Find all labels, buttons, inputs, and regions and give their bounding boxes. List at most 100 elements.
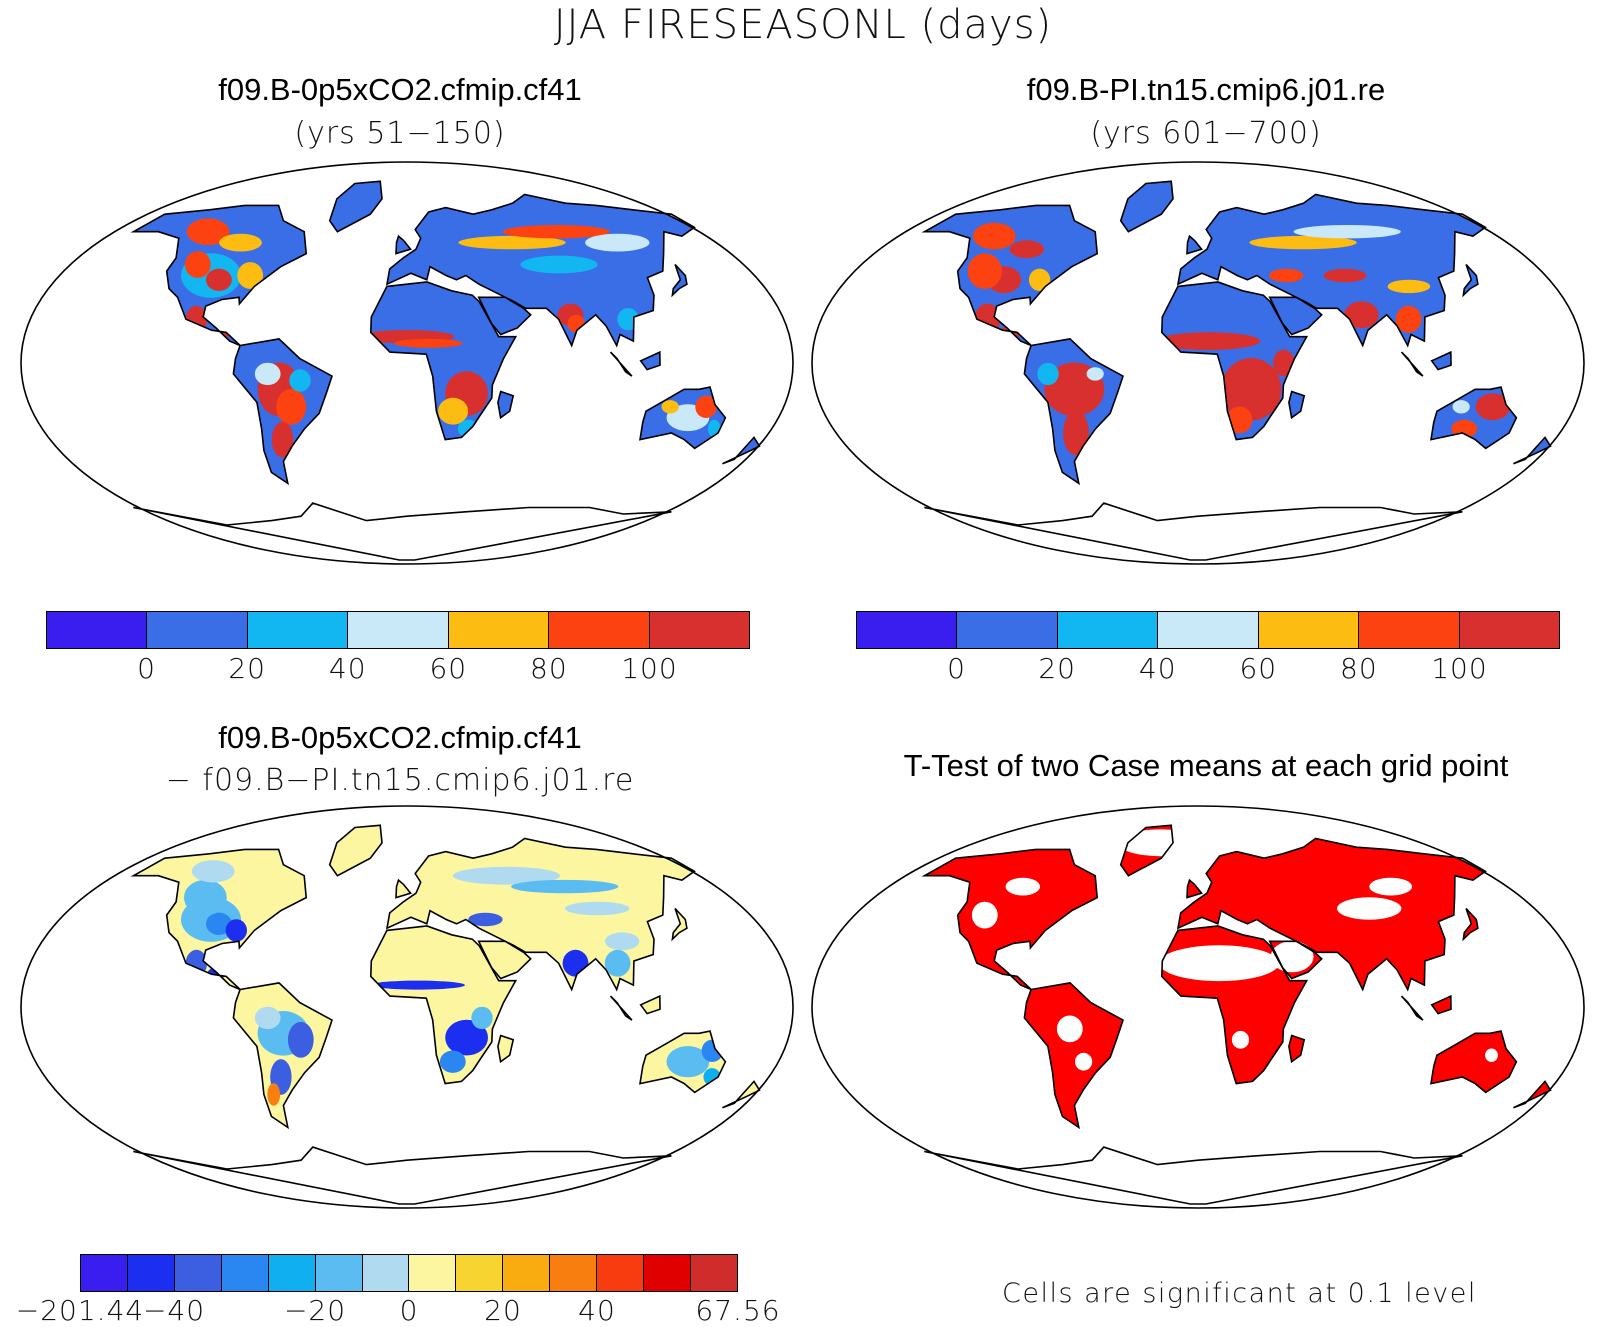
coastline (1268, 296, 1323, 336)
coastline (1288, 390, 1306, 420)
coastline (639, 1030, 727, 1094)
coastline (609, 995, 633, 1021)
field-region (394, 338, 463, 348)
colorbar-swatch (1258, 612, 1360, 648)
coastline (130, 848, 308, 991)
coastline (921, 848, 1099, 991)
field-region (1452, 400, 1470, 414)
coastline (921, 204, 1099, 347)
field-region (1157, 332, 1261, 350)
map-border (20, 161, 794, 565)
colorbar-swatch (690, 1255, 737, 1291)
field-region (1337, 897, 1402, 920)
colorbar-swatch (174, 1255, 222, 1291)
coastline (1023, 338, 1124, 486)
field-region (520, 255, 598, 274)
colorbar-swatch (957, 612, 1058, 648)
coastline (1462, 907, 1479, 942)
colorbar-tick-label: 40 (578, 1294, 616, 1327)
field-region (1221, 358, 1282, 421)
field-region (565, 901, 630, 916)
field-region (1117, 829, 1204, 857)
field-region (1344, 301, 1379, 329)
coastline (924, 1146, 1463, 1205)
field-region (217, 323, 236, 337)
field-region (1323, 268, 1367, 283)
field-region (458, 235, 566, 250)
field-region (1226, 406, 1253, 434)
field-region (1395, 305, 1422, 333)
colorbar-tick-label: 100 (1431, 652, 1488, 685)
colorbar-swatch (127, 1255, 175, 1291)
coastline (385, 193, 696, 348)
colorbar-tick-label: −20 (283, 1294, 347, 1327)
field-region (1037, 362, 1059, 386)
field-region (1369, 877, 1413, 896)
field-region (617, 308, 639, 331)
colorbar-case2 (856, 611, 1560, 649)
colorbar-tick-label: −201.44 (15, 1294, 145, 1327)
field-region (184, 879, 227, 916)
field-region (1249, 235, 1357, 250)
field-region (971, 901, 998, 929)
map-panel-ttest (811, 805, 1585, 1209)
figure-title: JJA FIRESEASONL (days) (553, 2, 1053, 48)
coastline (1119, 180, 1174, 233)
coastline (1430, 386, 1518, 450)
field-region (1387, 279, 1431, 294)
colorbar-case1 (46, 611, 750, 649)
field-region (191, 860, 235, 883)
field-region (1005, 877, 1040, 896)
field-region (276, 388, 307, 425)
colorbar-swatch (409, 1255, 457, 1291)
field-region (370, 980, 465, 990)
field-region (1075, 1052, 1093, 1071)
field-region (219, 233, 262, 252)
field-region (502, 225, 610, 239)
coastline (1160, 925, 1309, 1085)
field-region (225, 919, 247, 942)
coastline (385, 837, 696, 992)
colorbar-tick-label: 40 (1138, 652, 1177, 685)
field-region (1028, 268, 1051, 291)
colorbar-swatch (857, 612, 958, 648)
field-region (206, 912, 232, 935)
colorbar-tick-label: 67.56 (695, 1294, 781, 1327)
colorbar-tick-label: 20 (1038, 652, 1076, 685)
coastline (1430, 994, 1452, 1015)
coastline (1462, 263, 1479, 298)
coastline (639, 350, 661, 371)
map-border (811, 805, 1585, 1209)
colorbar-swatch (81, 1255, 128, 1291)
panel-3-subtitle: − f09.B−PI.tn15.cmip6.j01.re (165, 763, 635, 798)
colorbar-tick-label: 20 (484, 1294, 522, 1327)
field-region (254, 1006, 281, 1030)
map-border (20, 805, 794, 1209)
field-region (661, 400, 679, 414)
field-region (585, 233, 650, 252)
panel-2-title: f09.B-PI.tn15.cmip6.j01.re (1026, 72, 1386, 107)
coastline (133, 1146, 672, 1205)
field-region (1086, 367, 1104, 381)
panel-1-subtitle: (yrs 51−150) (294, 116, 506, 151)
coastline (1160, 281, 1309, 441)
field-region (666, 1046, 710, 1078)
field-region (1063, 410, 1089, 456)
field-region (604, 949, 631, 977)
field-region (439, 1050, 466, 1073)
panel-3-title: f09.B-0p5xCO2.cfmip.cf41 (218, 720, 582, 755)
field-region (289, 369, 311, 392)
colorbar-swatch (221, 1255, 269, 1291)
colorbar-swatch (549, 612, 650, 648)
colorbar-swatch (649, 612, 749, 648)
coastline (722, 436, 761, 465)
colorbar-tick-label: −40 (142, 1294, 206, 1327)
colorbar-swatch (47, 612, 148, 648)
field-region (1009, 240, 1044, 259)
coastline (328, 824, 383, 877)
colorbar-tick-label: 60 (1239, 652, 1278, 685)
colorbar-swatch (1359, 612, 1460, 648)
field-region (184, 251, 211, 278)
coastline (1176, 837, 1487, 992)
coastline (639, 386, 727, 450)
